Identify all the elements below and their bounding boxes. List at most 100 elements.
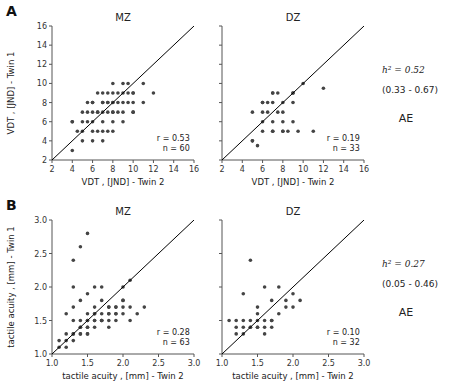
- panel-label: A: [6, 3, 17, 19]
- point: [256, 325, 260, 329]
- point: [276, 110, 280, 114]
- point: [111, 120, 115, 124]
- y-tick: [49, 83, 52, 84]
- x-tick-label: 8: [280, 165, 285, 174]
- point: [135, 312, 139, 316]
- point: [106, 101, 110, 105]
- y-tick: [219, 160, 222, 161]
- point: [111, 82, 115, 86]
- identity-line: [222, 26, 364, 160]
- point: [249, 258, 253, 262]
- point: [96, 91, 100, 95]
- y-axis-label: VDT , [JND] - Twin 1: [6, 52, 16, 135]
- model: AE: [399, 306, 414, 319]
- point: [249, 319, 253, 323]
- point: [79, 245, 83, 249]
- point: [72, 339, 76, 343]
- x-tick-label: 2.5: [322, 359, 335, 368]
- y-tick-label: 16: [37, 22, 47, 31]
- point: [281, 129, 285, 133]
- point: [70, 120, 74, 124]
- y-axis-line: [52, 26, 53, 160]
- point: [93, 305, 97, 309]
- x-tick-label: 6: [90, 165, 95, 174]
- x-tick: [364, 354, 365, 357]
- y-tick: [49, 160, 52, 161]
- point: [106, 91, 110, 95]
- x-tick: [262, 160, 263, 163]
- x-tick-label: 2: [49, 165, 54, 174]
- x-tick-label: 16: [189, 165, 199, 174]
- point: [86, 292, 90, 296]
- point: [261, 110, 265, 114]
- point: [86, 332, 90, 336]
- x-tick: [112, 160, 113, 163]
- panel: 1.01.52.02.53.01.01.52.02.53.0MZtactile …: [6, 197, 200, 381]
- point: [126, 91, 130, 95]
- point: [72, 258, 76, 262]
- point: [64, 346, 68, 350]
- x-tick-label: 12: [318, 165, 328, 174]
- point: [121, 82, 125, 86]
- point: [114, 319, 118, 323]
- point: [263, 319, 267, 323]
- y-tick-label: 8: [42, 99, 47, 108]
- point: [234, 325, 238, 329]
- title: MZ: [115, 206, 131, 217]
- y-tick: [49, 64, 52, 65]
- x-tick-label: 14: [169, 165, 179, 174]
- point: [72, 319, 76, 323]
- point: [131, 101, 135, 105]
- point: [100, 319, 104, 323]
- point: [131, 91, 135, 95]
- identity-line: [52, 26, 194, 160]
- x-tick-label: 2.5: [152, 359, 165, 368]
- point: [101, 120, 105, 124]
- point: [96, 110, 100, 114]
- x-tick: [173, 160, 174, 163]
- panel: 246810121416246810121416MZVDT , [JND] - …: [6, 3, 199, 187]
- point: [96, 129, 100, 133]
- y-tick-label: 4: [42, 137, 47, 146]
- point: [101, 101, 105, 105]
- x-tick: [194, 160, 195, 163]
- chart-root: 246810121416246810121416MZVDT , [JND] - …: [0, 0, 474, 391]
- heritability: h² = 0.27: [382, 259, 425, 269]
- point: [270, 319, 274, 323]
- point: [270, 325, 274, 329]
- point: [126, 82, 130, 86]
- point: [271, 91, 275, 95]
- point: [126, 101, 130, 105]
- point: [291, 305, 295, 309]
- x-tick-label: 1.5: [81, 359, 94, 368]
- point: [121, 101, 125, 105]
- point: [128, 305, 132, 309]
- point: [261, 101, 265, 105]
- point: [116, 101, 120, 105]
- point: [128, 319, 132, 323]
- point: [277, 312, 281, 316]
- point: [311, 129, 315, 133]
- y-tick: [49, 253, 52, 254]
- annotation: r = 0.28: [157, 328, 190, 337]
- point: [86, 325, 90, 329]
- y-tick: [219, 102, 222, 103]
- point: [261, 101, 265, 105]
- point: [93, 319, 97, 323]
- point: [296, 129, 300, 133]
- point: [256, 325, 260, 329]
- y-tick: [49, 320, 52, 321]
- x-tick: [133, 160, 134, 163]
- point: [96, 110, 100, 114]
- point: [141, 101, 145, 105]
- x-tick-label: 1.5: [251, 359, 264, 368]
- point: [322, 86, 326, 90]
- y-tick: [49, 354, 52, 355]
- point: [93, 285, 97, 289]
- y-tick: [49, 121, 52, 122]
- y-tick-label: 1.5: [34, 317, 47, 326]
- point: [234, 319, 238, 323]
- y-tick-label: 10: [37, 79, 47, 88]
- annotation: n = 63: [163, 338, 190, 347]
- x-tick-label: 8: [110, 165, 115, 174]
